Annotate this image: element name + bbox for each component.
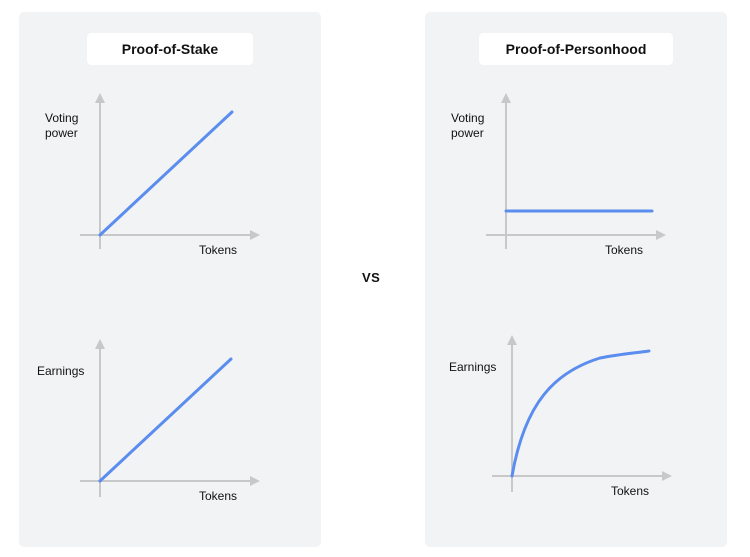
- vs-label: VS: [362, 270, 381, 285]
- proof-of-stake-title: Proof-of-Stake: [87, 33, 253, 65]
- pop-voting-xlabel: Tokens: [605, 243, 644, 257]
- pos-voting-line: [98, 110, 234, 237]
- pos-voting-ylabel-line1: Voting: [45, 111, 79, 125]
- proof-of-personhood-panel: Proof-of-Personhood Voting power Tokens …: [425, 12, 727, 547]
- pos-voting-xlabel: Tokens: [199, 243, 238, 257]
- pos-earnings-ylabel: Earnings: [37, 364, 85, 378]
- pos-earnings-line: [98, 357, 233, 483]
- pos-voting-ylabel: Voting power: [45, 111, 78, 141]
- pos-earnings-xlabel: Tokens: [199, 489, 238, 503]
- proof-of-stake-panel: Proof-of-Stake Voting power Tokens Earni…: [19, 12, 321, 547]
- pop-voting-ylabel-line2: power: [451, 126, 484, 140]
- proof-of-personhood-plots: [486, 93, 672, 492]
- pop-earnings-ylabel: Earnings: [449, 360, 497, 374]
- pop-earnings-xlabel: Tokens: [611, 484, 650, 498]
- pop-voting-ylabel-line1: Voting: [451, 111, 485, 125]
- pos-voting-ylabel-line2: power: [45, 126, 78, 140]
- pop-earnings-curve: [510, 349, 651, 478]
- pop-voting-ylabel: Voting power: [451, 111, 484, 141]
- proof-of-stake-plots: [80, 93, 260, 497]
- proof-of-personhood-title: Proof-of-Personhood: [479, 33, 673, 65]
